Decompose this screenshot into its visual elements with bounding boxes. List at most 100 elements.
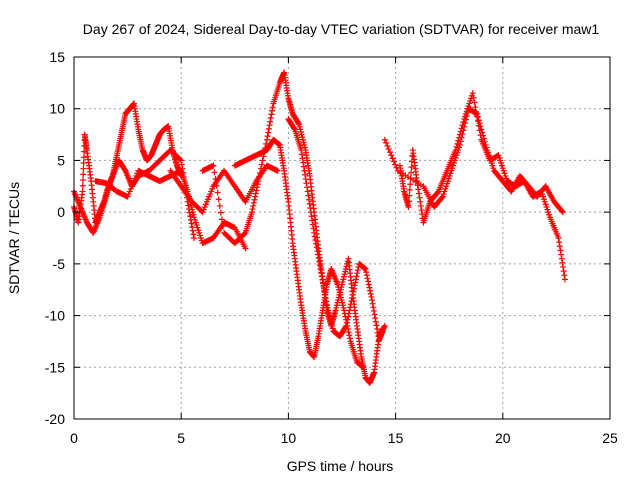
chart-title: Day 267 of 2024, Sidereal Day-to-day VTE… <box>83 21 600 37</box>
data-point <box>215 196 222 203</box>
data-point <box>308 213 315 220</box>
data-point <box>390 158 397 165</box>
data-point <box>388 152 395 159</box>
data-point <box>373 322 380 329</box>
data-point <box>257 165 264 172</box>
data-point <box>459 131 466 138</box>
data-point <box>264 133 271 140</box>
data-point <box>557 247 564 254</box>
data-point <box>309 217 316 224</box>
data-point <box>351 285 358 292</box>
data-point <box>363 272 370 279</box>
data-point <box>384 142 391 149</box>
data-point <box>418 207 425 214</box>
data-point <box>320 280 327 287</box>
data-point <box>218 216 225 223</box>
data-point <box>351 282 358 289</box>
data-point <box>555 235 562 241</box>
data-point <box>558 251 565 258</box>
data-point <box>217 209 224 216</box>
data-point <box>438 194 445 201</box>
data-point <box>389 155 396 162</box>
data-point <box>269 104 276 111</box>
data-point <box>302 176 309 183</box>
data-point <box>416 194 423 201</box>
data-point <box>560 263 567 270</box>
data-point <box>250 202 257 209</box>
data-point <box>559 259 566 266</box>
data-point <box>265 125 272 132</box>
data-point <box>314 251 321 258</box>
data-point <box>362 266 369 273</box>
data-point <box>241 230 248 237</box>
data-point <box>267 118 274 125</box>
data-point <box>350 288 357 295</box>
data-point <box>365 278 372 285</box>
data-point <box>406 192 413 199</box>
data-point <box>320 284 327 291</box>
data-point <box>303 180 310 187</box>
data-point <box>415 190 422 197</box>
data-point <box>479 129 486 136</box>
data-point <box>347 304 354 311</box>
data-point <box>456 141 463 148</box>
y-tick-label: 0 <box>57 204 65 220</box>
data-point <box>477 123 484 130</box>
data-point <box>560 268 567 275</box>
data-point <box>387 149 394 156</box>
data-point <box>311 233 318 240</box>
axis-ticks: 0 5 10 15 20 25 -20 -15 -10 -5 0 5 10 15 <box>45 49 618 446</box>
data-point <box>367 290 374 297</box>
data-point <box>259 157 266 164</box>
y-tick-label: -20 <box>45 411 65 427</box>
data-point <box>212 176 219 183</box>
data-point <box>364 275 371 282</box>
data-point <box>189 224 196 231</box>
data-point <box>253 187 260 194</box>
data-point <box>305 196 312 203</box>
data-point <box>461 123 468 130</box>
data-point <box>352 276 359 283</box>
data-point <box>341 307 348 314</box>
data-point <box>318 273 325 280</box>
data-point <box>80 177 87 184</box>
data-point <box>242 245 249 252</box>
data-point <box>556 243 563 250</box>
data-point <box>372 315 379 322</box>
data-point <box>347 301 354 308</box>
data-point <box>558 255 565 262</box>
y-tick-label: 10 <box>49 101 65 117</box>
data-point <box>363 269 370 276</box>
data-point <box>318 269 325 276</box>
data-point <box>265 129 272 136</box>
data-point <box>322 294 329 301</box>
data-point <box>258 161 265 168</box>
data-point <box>267 115 274 122</box>
data-point <box>266 122 273 129</box>
data-point <box>313 240 320 247</box>
data-point <box>214 189 221 196</box>
data-point <box>298 151 305 158</box>
data-point <box>346 307 353 314</box>
data-point <box>256 173 263 180</box>
data-point <box>299 155 306 162</box>
data-point <box>252 190 259 197</box>
data-point <box>249 206 256 213</box>
y-tick-label: -15 <box>45 359 65 375</box>
data-point <box>474 110 481 117</box>
data-point <box>345 329 352 336</box>
data-point <box>381 323 388 330</box>
data-point <box>354 267 361 274</box>
data-point <box>346 332 353 339</box>
data-point <box>470 94 477 101</box>
data-point <box>310 225 317 232</box>
data-point <box>558 208 565 215</box>
data-point <box>304 184 311 191</box>
data-point <box>257 169 264 176</box>
data-point <box>352 279 359 286</box>
data-point <box>263 136 270 143</box>
data-point <box>405 198 412 205</box>
data-point <box>349 294 356 301</box>
data-point <box>304 188 311 195</box>
data-point <box>344 316 351 323</box>
